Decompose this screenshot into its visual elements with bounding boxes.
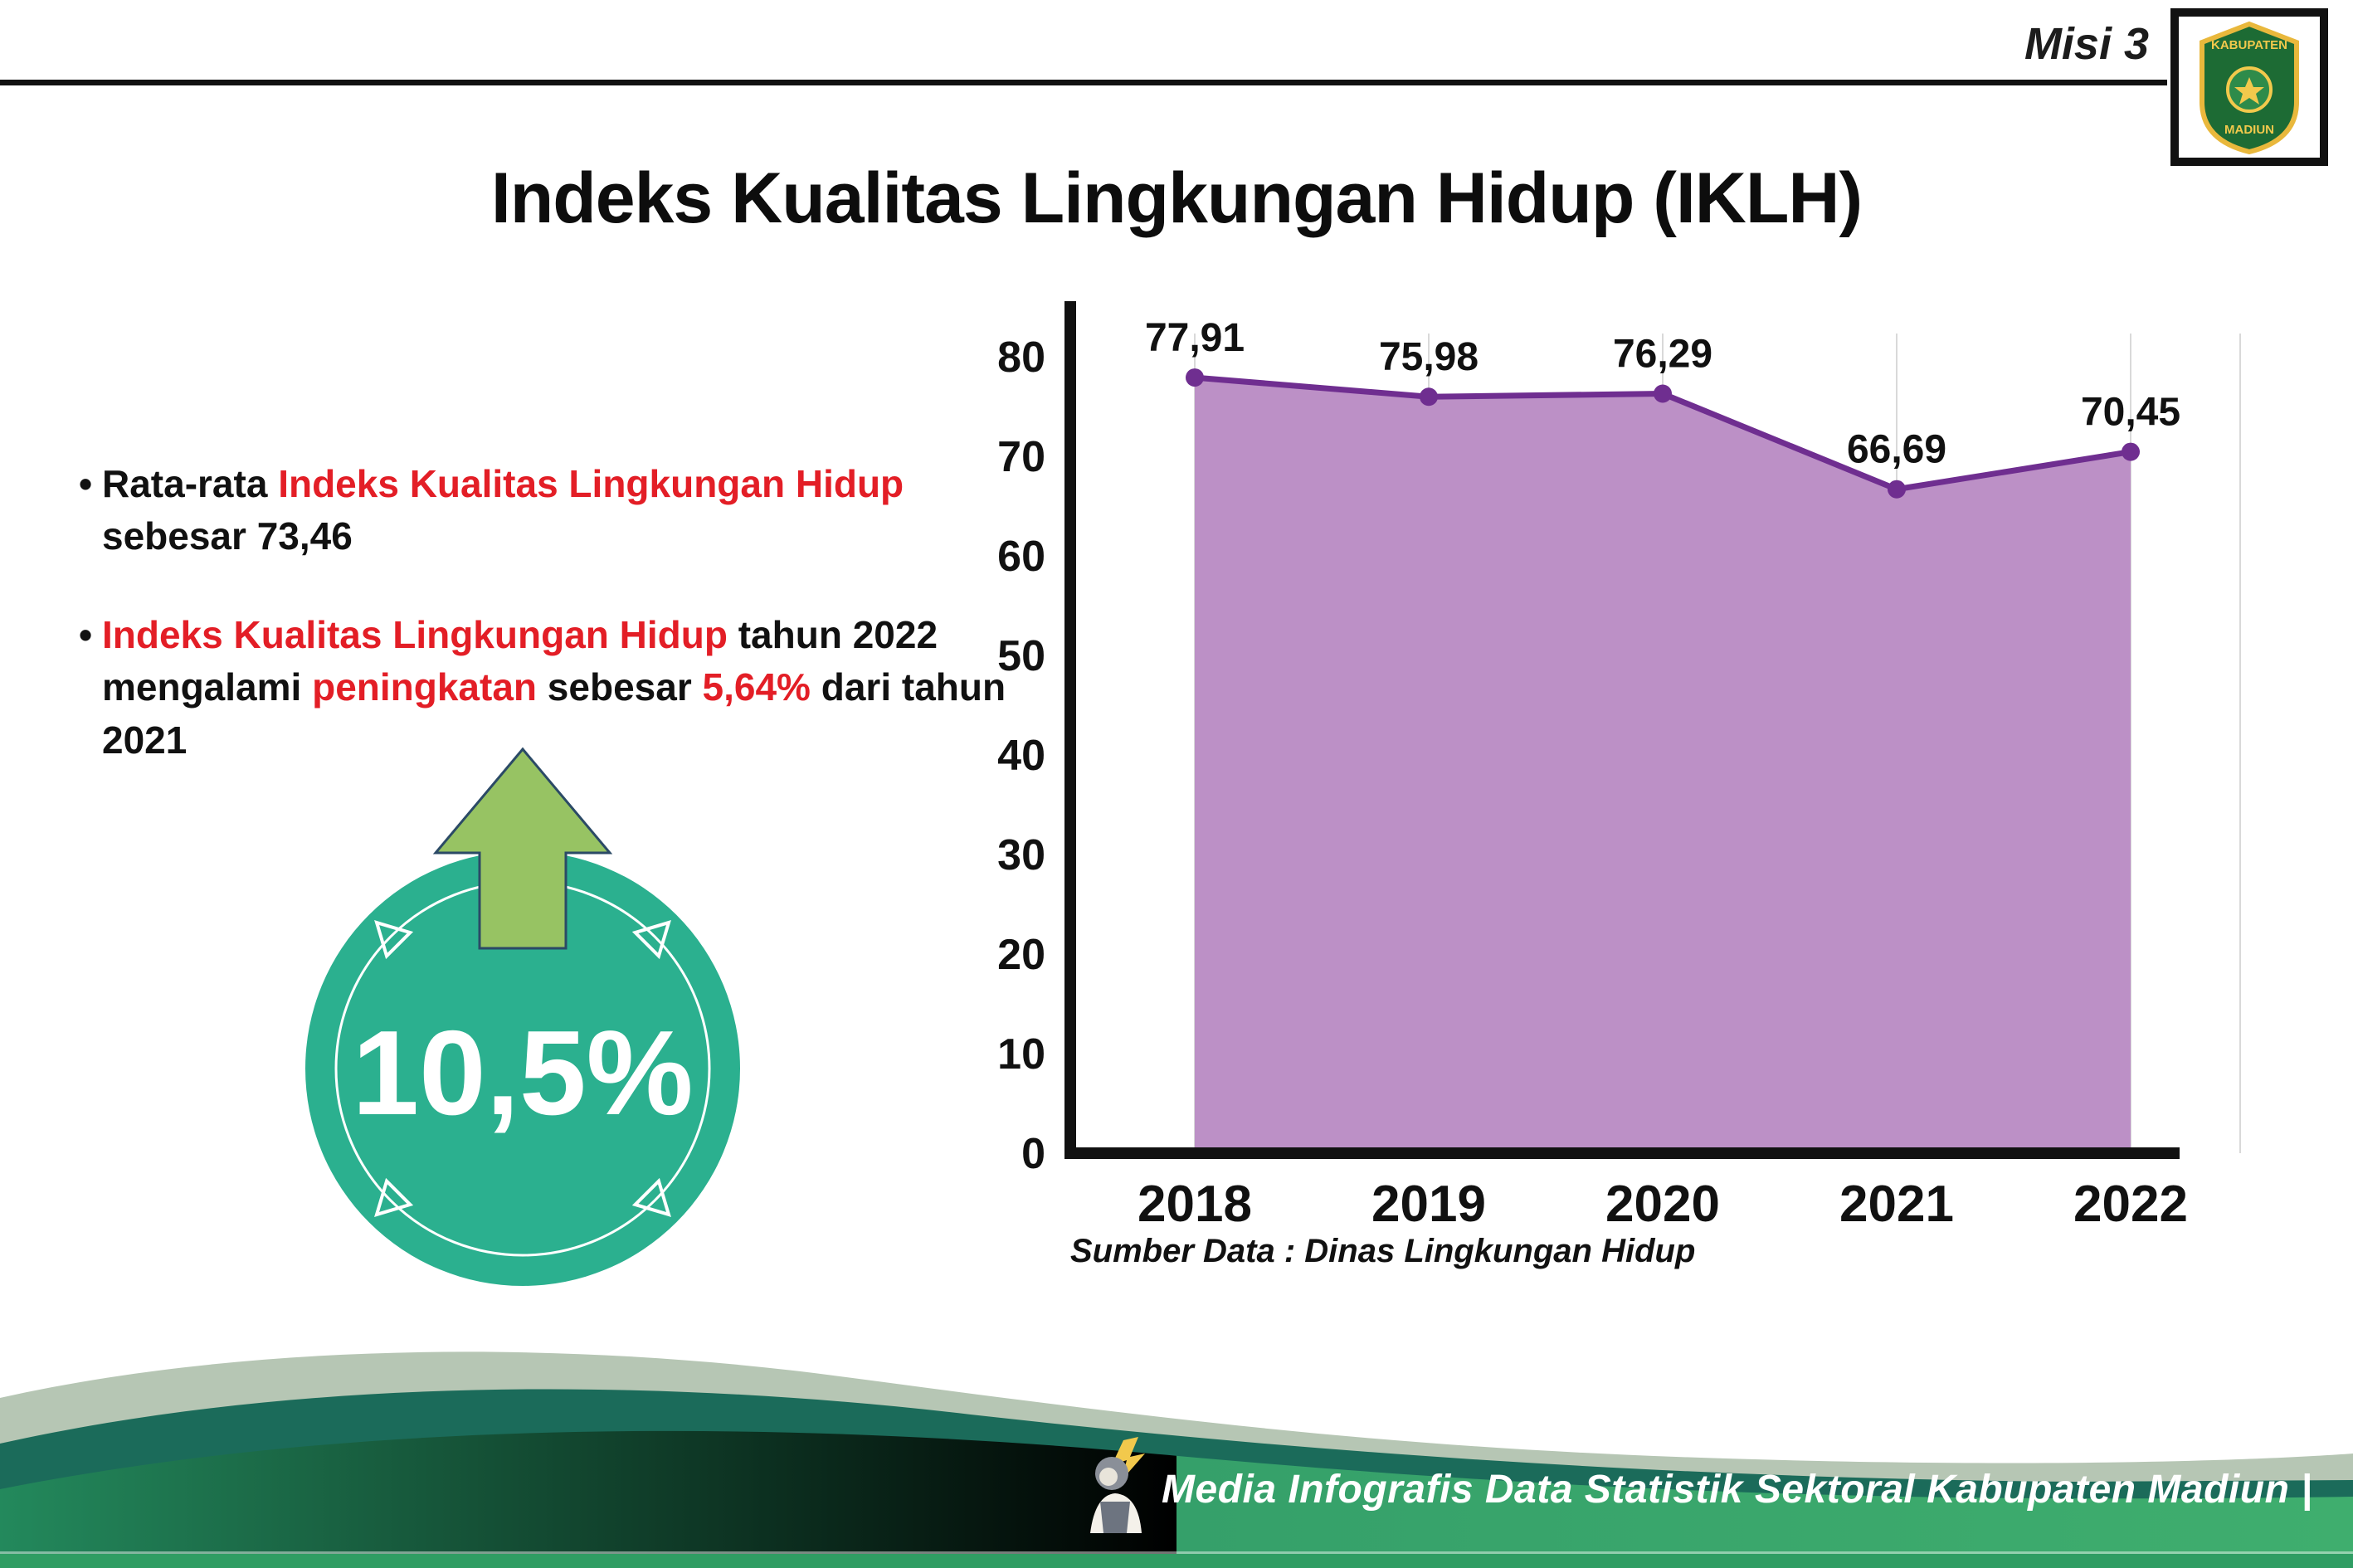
- seal-top-text: KABUPATEN: [2211, 38, 2287, 52]
- badge-circle: [305, 851, 740, 1286]
- kabupaten-madiun-seal-icon: KABUPATEN MADIUN: [2200, 21, 2299, 154]
- note-increase-percent: 5,64%: [702, 665, 811, 709]
- note-increase-highlight-2: peningkatan: [312, 665, 538, 709]
- data-point: [2122, 442, 2140, 461]
- x-axis: [1064, 1147, 2180, 1159]
- seal-bottom-text: MADIUN: [2224, 123, 2274, 137]
- wave-bottom-band: [0, 1554, 2353, 1568]
- area-fill: [1195, 377, 2131, 1153]
- y-tick-label: 60: [997, 533, 1045, 581]
- iklh-area-chart: 77,91 75,98 76,29 66,69 70,45 0 10 20 30 40 50 60 70…: [997, 301, 2241, 1233]
- up-arrow-icon: [432, 747, 613, 950]
- note-increase-text-3: dari tahun 2021: [102, 665, 1006, 762]
- x-category-label: 2020: [1605, 1176, 1720, 1233]
- badge-tick-triangles: [374, 920, 671, 1217]
- note-increase-text-1: tahun 2022 mengalami: [102, 612, 938, 709]
- x-category-label: 2022: [2073, 1176, 2188, 1233]
- y-tick-label: 70: [997, 433, 1045, 481]
- note-average-value: sebesar 73,46: [102, 514, 353, 558]
- note-increase-text-2: sebesar: [537, 665, 703, 709]
- misi-label: Misi 3: [2024, 19, 2149, 69]
- wave-main-green: [0, 1430, 2353, 1568]
- value-label: 70,45: [2081, 391, 2180, 435]
- data-point: [1186, 368, 1204, 387]
- mascot-spark: [1112, 1437, 1145, 1480]
- y-tick-label: 0: [1021, 1130, 1045, 1178]
- seal-star-icon: [2234, 76, 2264, 105]
- note-increase-highlight-1: Indeks Kualitas Lingkungan Hidup: [102, 612, 728, 656]
- wave-bottom-line: [0, 1551, 2353, 1554]
- value-label: 75,98: [1379, 335, 1479, 379]
- note-average: Rata-rata Indeks Kualitas Lingkungan Hid…: [79, 458, 1025, 563]
- y-tick-label: 30: [997, 831, 1045, 879]
- x-category-label: 2018: [1138, 1176, 1252, 1233]
- y-tick-label: 20: [997, 931, 1045, 979]
- page-title: Indeks Kualitas Lingkungan Hidup (IKLH): [490, 158, 1863, 238]
- data-point: [1888, 480, 1906, 499]
- chart-source: Sumber Data : Dinas Lingkungan Hidup: [1070, 1233, 1696, 1269]
- note-increase: Indeks Kualitas Lingkungan Hidup tahun 2…: [79, 609, 1025, 767]
- mascot-robe: [1100, 1502, 1130, 1533]
- note-average-text: Rata-rata: [102, 462, 279, 505]
- header-rule: [0, 80, 2167, 85]
- x-category-label: 2019: [1371, 1176, 1486, 1233]
- mascot-icon: [1090, 1437, 1145, 1533]
- note-average-highlight: Indeks Kualitas Lingkungan Hidup: [278, 462, 904, 505]
- data-point: [1420, 387, 1438, 407]
- y-tick-label: 50: [997, 632, 1045, 680]
- kabupaten-madiun-logo: KABUPATEN MADIUN: [2170, 8, 2328, 166]
- growth-badge: 10,5%: [305, 747, 740, 1286]
- y-axis: [1064, 301, 1076, 1159]
- value-label: 77,91: [1145, 316, 1245, 360]
- x-category-label: 2021: [1839, 1176, 1954, 1233]
- y-tick-label: 10: [997, 1030, 1045, 1079]
- footer-caption: Media Infografis Data Statistik Sektoral…: [1162, 1468, 2313, 1512]
- mascot-face: [1099, 1468, 1118, 1486]
- notes: Rata-rata Indeks Kualitas Lingkungan Hid…: [79, 458, 1025, 812]
- value-label: 76,29: [1613, 333, 1712, 377]
- y-tick-label: 80: [997, 334, 1045, 382]
- y-tick-label: 40: [997, 732, 1045, 780]
- badge-value: 10,5%: [352, 1006, 693, 1140]
- footer-waves: [0, 1351, 2353, 1568]
- value-label: 66,69: [1847, 428, 1946, 472]
- data-point: [1654, 384, 1672, 403]
